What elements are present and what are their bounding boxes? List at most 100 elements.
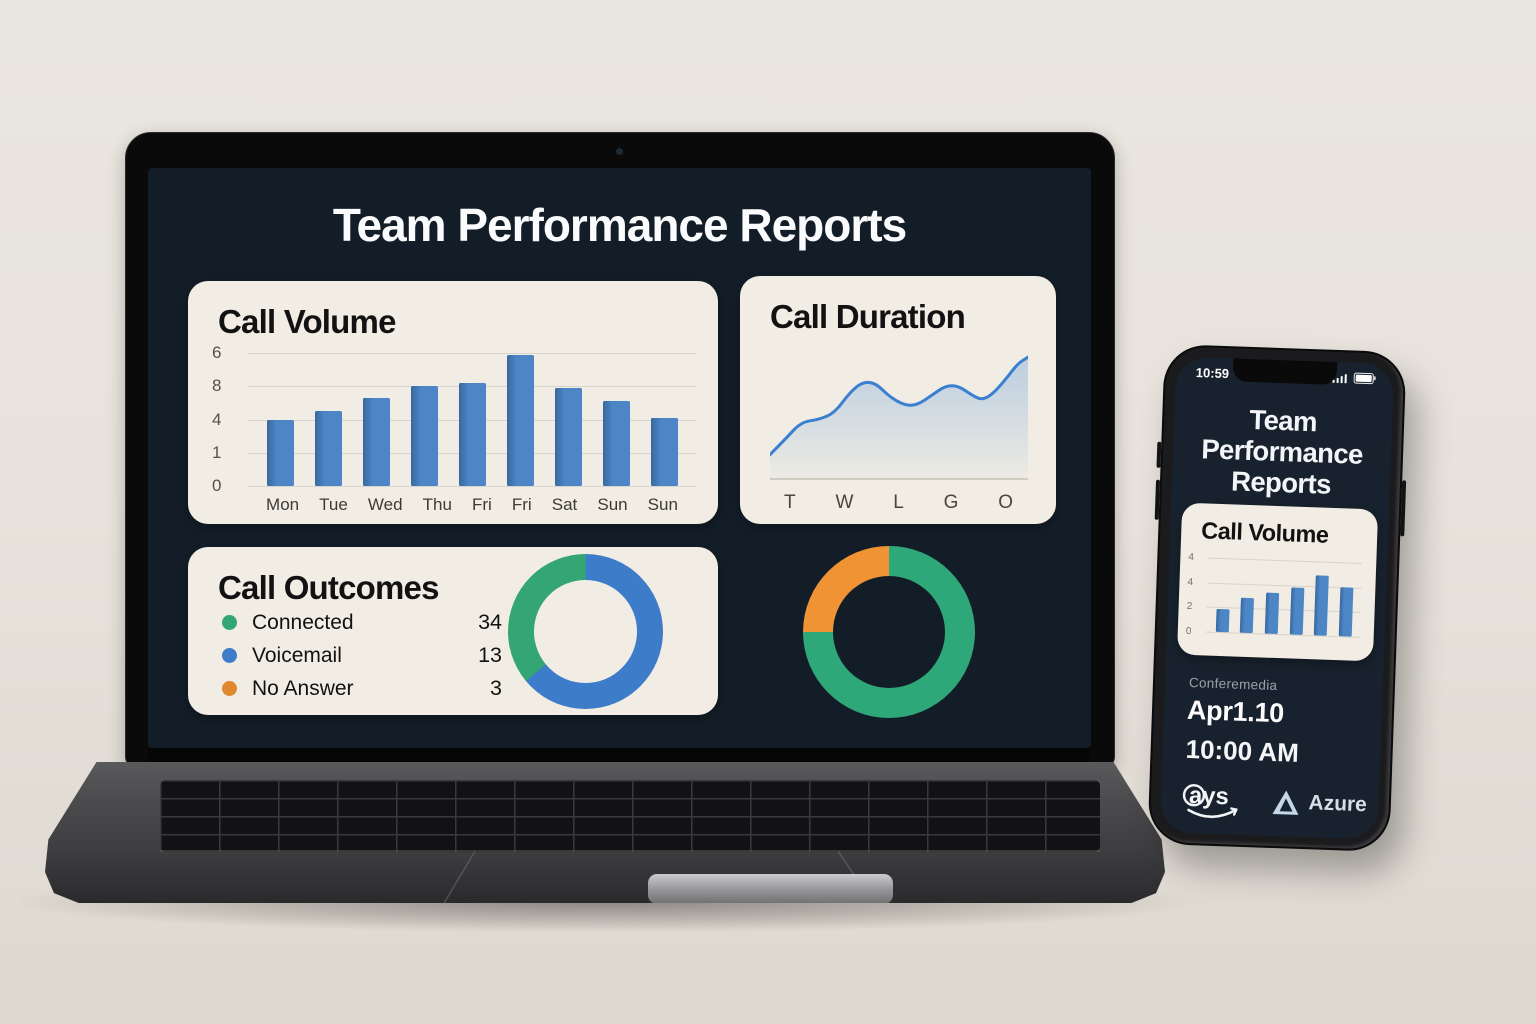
y-tick-label: 0 [1185, 625, 1192, 638]
x-tick-label: T [784, 492, 797, 513]
y-tick-label: 4 [212, 409, 222, 429]
trend-line [770, 357, 1028, 455]
call-duration-title: Call Duration [770, 298, 966, 335]
laptop-hinge [148, 748, 1090, 766]
no-answer-dot-icon [222, 681, 237, 696]
aws-like-logo-icon: ays [1182, 782, 1238, 819]
connected-dot-icon [222, 615, 237, 630]
y-tick-label: 4 [1188, 551, 1195, 564]
bar [602, 401, 630, 486]
bar [1289, 587, 1305, 635]
call-outcomes-title: Call Outcomes [218, 569, 439, 606]
status-icons [1332, 372, 1374, 385]
bars-area [1210, 558, 1360, 637]
legend-label: No Answer [252, 676, 354, 700]
x-tick-label: Sat [551, 495, 578, 514]
bar [458, 382, 486, 486]
x-tick-label: Fri [511, 495, 532, 514]
area-fill [770, 357, 1028, 478]
bar [1338, 586, 1354, 637]
laptop-screen: Team Performance Reports Call Volume 6 8 4… [148, 168, 1091, 748]
azure-logo: Azure [1270, 788, 1367, 819]
y-tick-label: 6 [212, 343, 222, 362]
x-tick-label: Tue [319, 495, 348, 514]
x-tick-label: L [893, 492, 905, 513]
legend-label: Voicemail [252, 643, 342, 667]
webcam-dot [616, 148, 623, 155]
x-tick-label: Sun [647, 495, 678, 514]
battery-icon [1353, 372, 1374, 385]
azure-logo-text: Azure [1308, 791, 1368, 817]
bar [1264, 592, 1280, 635]
x-tick-label: Mon [266, 495, 300, 514]
call-volume-card: Call Volume 6 8 4 1 0 Mon Tue Wed Thu Fri Fri Sat Su… [188, 281, 718, 524]
call-duration-card: Call Duration T W L G O [740, 276, 1056, 524]
y-tick-label: 8 [212, 376, 222, 396]
bar [650, 417, 678, 486]
x-tick-label: Fri [471, 495, 492, 514]
y-tick-label: 2 [1186, 601, 1193, 613]
y-tick-label: 0 [212, 476, 222, 495]
phone-meeting-time: 10:00 AM [1185, 733, 1300, 768]
phone-dashboard-title: Team Performance Reports [1200, 403, 1364, 500]
azure-triangle-icon [1272, 790, 1299, 815]
dashboard-title: Team Performance Reports [332, 199, 907, 251]
bar [410, 386, 438, 486]
laptop-base [45, 762, 1165, 903]
phone: 10:59 Team Performance Reports Call Volu… [1147, 343, 1407, 853]
call-outcomes-card: Call Outcomes Connected 34 Voicemail 13 [188, 547, 718, 715]
bar [314, 411, 342, 486]
gridline: 0 [212, 476, 696, 495]
phone-logos-row: ays Azure [1180, 775, 1368, 829]
legend-row-connected: Connected 34 [222, 607, 502, 638]
x-tick-label: Thu [422, 495, 452, 514]
laptop-lid: Team Performance Reports Call Volume 6 8 4… [125, 132, 1115, 767]
legend-value: 34 [478, 610, 502, 634]
bar [554, 387, 582, 486]
call-duration-line-chart [770, 348, 1028, 480]
call-outcomes-donut-chart [508, 554, 663, 709]
legend-label: Connected [252, 610, 354, 634]
bars-area [256, 353, 688, 486]
legend-value: 13 [478, 643, 502, 667]
phone-call-volume-card: Call Volume 4 4 2 0 [1176, 502, 1379, 662]
bar [1215, 608, 1230, 633]
phone-date: Apr1.10 [1186, 694, 1285, 729]
bar [506, 354, 534, 486]
x-tick-label: W [835, 492, 855, 513]
x-tick-label: G [943, 492, 960, 513]
power-button [1400, 480, 1407, 537]
phone-call-volume-bar-chart: 4 4 2 0 [1185, 552, 1363, 638]
laptop-lip-notch [648, 874, 893, 903]
keyboard [160, 780, 1100, 852]
donut-chart-large [803, 546, 975, 718]
trackpad [160, 850, 1100, 903]
svg-text:ays: ays [1189, 782, 1230, 810]
legend-value: 3 [490, 676, 502, 700]
x-tick-label: O [998, 492, 1014, 513]
signal-icon [1332, 374, 1347, 384]
call-outcomes-legend: Connected 34 Voicemail 13 No Answer 3 [222, 607, 502, 706]
bar [1240, 598, 1255, 634]
call-volume-title: Call Volume [218, 303, 396, 340]
phone-call-volume-title: Call Volume [1200, 517, 1329, 548]
gridline: 6 [212, 343, 696, 362]
x-tick-label: Wed [367, 495, 403, 514]
status-time: 10:59 [1195, 365, 1230, 382]
x-tick-label: Sun [597, 495, 628, 514]
phone-screen: 10:59 Team Performance Reports Call Volu… [1159, 356, 1395, 840]
bar [1314, 574, 1330, 636]
bar [362, 397, 390, 486]
y-tick-label: 1 [212, 442, 222, 462]
y-tick-label: 4 [1187, 576, 1194, 588]
phone-app-name: Conferemedia [1188, 674, 1278, 694]
x-tick-labels: Mon Tue Wed Thu Fri Fri Sat Sun Sun [256, 495, 688, 515]
legend-row-voicemail: Voicemail 13 [222, 640, 502, 671]
bar [266, 419, 294, 486]
call-volume-bar-chart: 6 8 4 1 0 Mon Tue Wed Thu Fri Fri Sat Sun Sun [212, 343, 696, 514]
phone-status-bar: 10:59 [1176, 364, 1394, 387]
legend-row-no-answer: No Answer 3 [222, 673, 502, 704]
voicemail-dot-icon [222, 648, 237, 663]
